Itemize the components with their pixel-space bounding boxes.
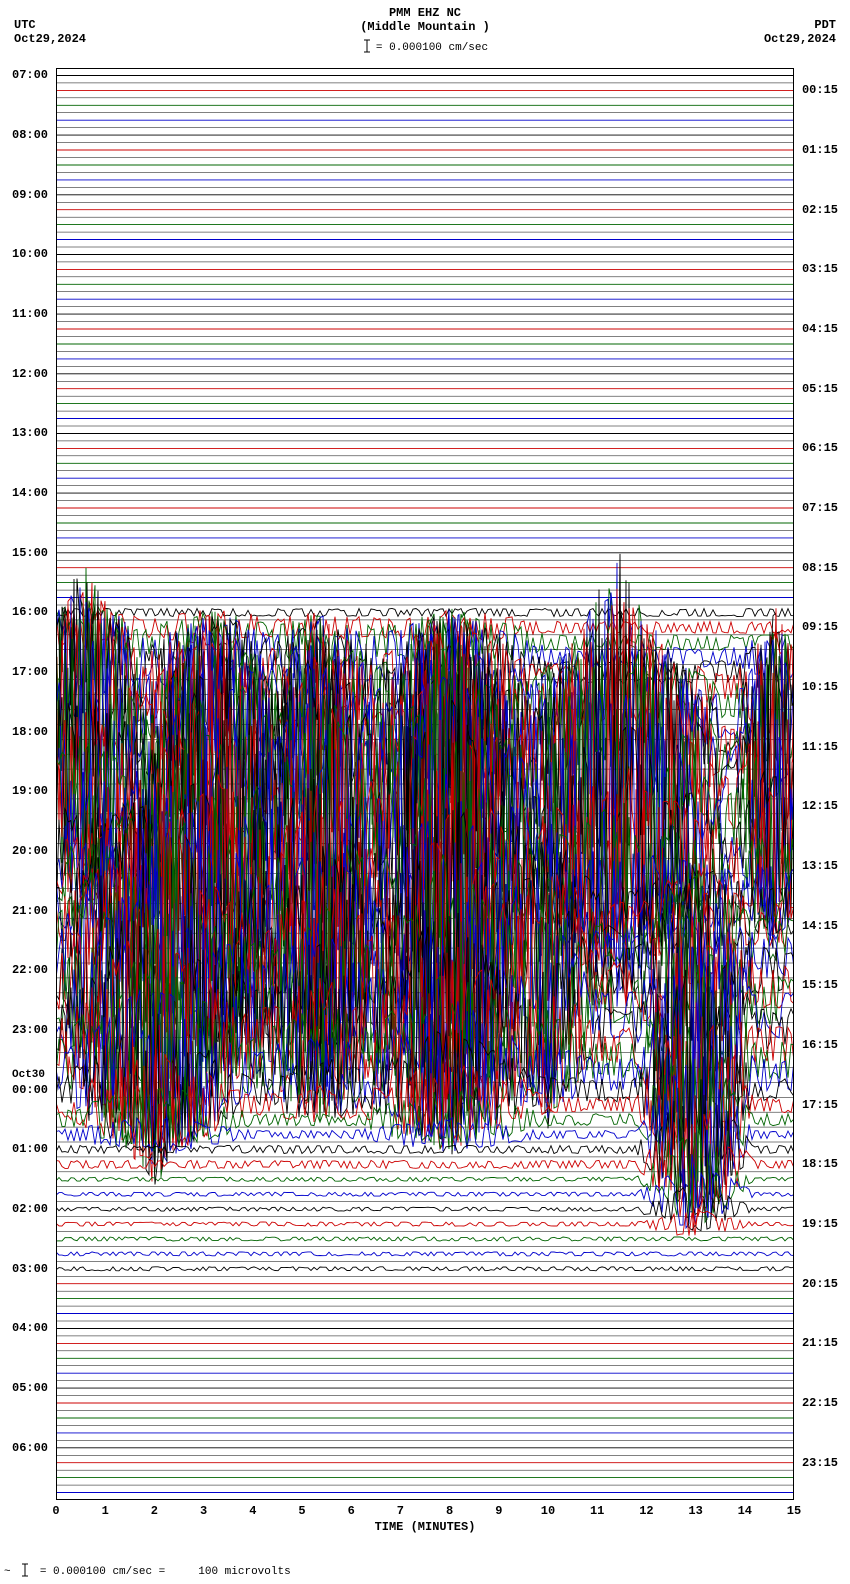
x-tick: 0 [52, 1504, 59, 1518]
y-tick-left: 01:00 [12, 1142, 48, 1156]
scale-bar-icon [362, 38, 372, 54]
y-tick-left: 15:00 [12, 546, 48, 560]
date-left: Oct29,2024 [14, 32, 86, 46]
plot-border [56, 68, 794, 1500]
x-tick: 14 [738, 1504, 752, 1518]
x-tick: 7 [397, 1504, 404, 1518]
y-tick-left: 03:00 [12, 1262, 48, 1276]
y-tick-left: 16:00 [12, 605, 48, 619]
y-tick-left: 10:00 [12, 247, 48, 261]
y-tick-left: 21:00 [12, 904, 48, 918]
x-tick: 3 [200, 1504, 207, 1518]
x-tick: 1 [102, 1504, 109, 1518]
seismogram-container: PMM EHZ NC (Middle Mountain ) = 0.000100… [0, 0, 850, 1584]
y-tick-right: 11:15 [802, 740, 838, 754]
y-tick-left: 06:00 [12, 1441, 48, 1455]
y-tick-right: 13:15 [802, 859, 838, 873]
scale-bar-icon [20, 1562, 30, 1578]
y-tick-right: 01:15 [802, 143, 838, 157]
helicorder-plot: TIME (MINUTES) 012345678910111213141507:… [56, 68, 794, 1500]
y-tick-left: 11:00 [12, 307, 48, 321]
y-tick-left: 22:00 [12, 963, 48, 977]
y-tick-right: 17:15 [802, 1098, 838, 1112]
y-tick-right: 06:15 [802, 441, 838, 455]
y-tick-left: 20:00 [12, 844, 48, 858]
y-tick-right: 07:15 [802, 501, 838, 515]
y-tick-right: 22:15 [802, 1396, 838, 1410]
y-tick-left: 00:00 [12, 1083, 48, 1097]
y-tick-left: 09:00 [12, 188, 48, 202]
x-tick: 15 [787, 1504, 801, 1518]
y-tick-left: 19:00 [12, 784, 48, 798]
station-code: PMM EHZ NC [0, 6, 850, 20]
x-tick: 13 [688, 1504, 702, 1518]
y-tick-left: 04:00 [12, 1321, 48, 1335]
y-tick-right: 23:15 [802, 1456, 838, 1470]
y-tick-right: 18:15 [802, 1157, 838, 1171]
footer-prefix: ~ [4, 1566, 11, 1578]
y-tick-right: 08:15 [802, 561, 838, 575]
y-tick-right: 10:15 [802, 680, 838, 694]
y-tick-right: 20:15 [802, 1277, 838, 1291]
x-tick: 9 [495, 1504, 502, 1518]
x-tick: 4 [249, 1504, 256, 1518]
y-tick-right: 04:15 [802, 322, 838, 336]
x-tick: 2 [151, 1504, 158, 1518]
y-tick-left: 07:00 [12, 68, 48, 82]
scale-indicator-top: = 0.000100 cm/sec [0, 38, 850, 54]
footer-scale: ~ = 0.000100 cm/sec = 100 microvolts [4, 1562, 291, 1578]
y-tick-left: 02:00 [12, 1202, 48, 1216]
y-tick-right: 19:15 [802, 1217, 838, 1231]
y-tick-right: 15:15 [802, 978, 838, 992]
y-tick-left: 05:00 [12, 1381, 48, 1395]
top-right-label: PDT Oct29,2024 [764, 18, 836, 46]
x-tick: 11 [590, 1504, 604, 1518]
top-left-label: UTC Oct29,2024 [14, 18, 86, 46]
y-tick-right: 14:15 [802, 919, 838, 933]
y-tick-left: 17:00 [12, 665, 48, 679]
y-tick-right: 12:15 [802, 799, 838, 813]
x-tick: 10 [541, 1504, 555, 1518]
y-tick-left: 23:00 [12, 1023, 48, 1037]
y-tick-right: 21:15 [802, 1336, 838, 1350]
tz-left: UTC [14, 18, 86, 32]
footer-text-a: = 0.000100 cm/sec = [40, 1566, 165, 1578]
x-axis-label: TIME (MINUTES) [56, 1520, 794, 1534]
y-tick-right: 09:15 [802, 620, 838, 634]
station-location: (Middle Mountain ) [0, 20, 850, 34]
header: PMM EHZ NC (Middle Mountain ) [0, 6, 850, 34]
y-tick-left: 12:00 [12, 367, 48, 381]
y-tick-right: 05:15 [802, 382, 838, 396]
x-tick: 5 [298, 1504, 305, 1518]
tz-right: PDT [764, 18, 836, 32]
footer-text-b: 100 microvolts [198, 1566, 290, 1578]
x-tick: 8 [446, 1504, 453, 1518]
y-tick-right: 00:15 [802, 83, 838, 97]
y-tick-right: 03:15 [802, 262, 838, 276]
y-tick-left: 13:00 [12, 426, 48, 440]
y-tick-right: 16:15 [802, 1038, 838, 1052]
scale-text: = 0.000100 cm/sec [376, 42, 488, 54]
y-tick-right: 02:15 [802, 203, 838, 217]
x-tick: 6 [348, 1504, 355, 1518]
y-tick-left: 08:00 [12, 128, 48, 142]
y-tick-left: 14:00 [12, 486, 48, 500]
midnight-date-label: Oct30 [12, 1069, 45, 1081]
x-tick: 12 [639, 1504, 653, 1518]
date-right: Oct29,2024 [764, 32, 836, 46]
y-tick-left: 18:00 [12, 725, 48, 739]
